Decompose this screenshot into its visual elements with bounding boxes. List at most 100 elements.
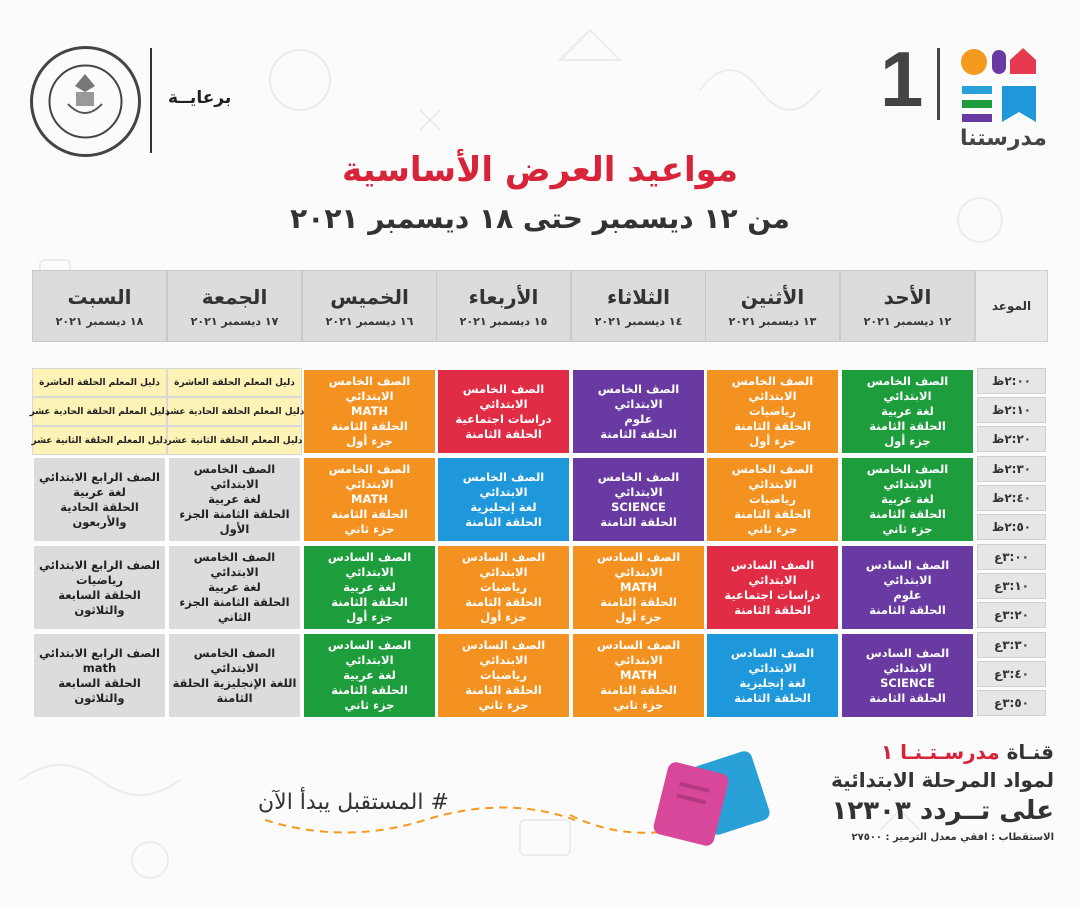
program-line: الصف السادس الابتدائي: [865, 557, 950, 587]
program-line: الحلقة الثامنة: [465, 683, 542, 697]
program-line: الحلقة السابعة والثلاثون: [58, 675, 141, 705]
program-line: الصف السادس الابتدائي: [461, 638, 546, 667]
teacher-guide-cell: دليل المعلم الحلقة العاشرة: [32, 368, 167, 397]
program-cell: الصف الخامس الابتدائي MATH الحلقة الثامنة ج…: [302, 368, 437, 455]
time-slot: ٢:٤٠ظ: [977, 485, 1046, 511]
program-line: الصف السادس الابتدائي: [730, 557, 815, 587]
program-line: MATH: [620, 580, 657, 594]
dashed-path: [265, 806, 575, 834]
program-line: الحلقة الثامنة: [869, 690, 946, 705]
program-cell: الصف الخامس الابتدائي لغة عربية الحلقة الث…: [167, 456, 302, 543]
program-line: الحلقة الثامنة: [734, 419, 811, 433]
day-date: ١٦ ديسمبر ٢٠٢١: [325, 315, 414, 328]
program-line: الصف الخامس الابتدائي: [731, 462, 814, 491]
program-cell: الصف الخامس الابتدائي رياضيات الحلقة الثام…: [705, 368, 840, 455]
time-slot: ٢:١٠ظ: [977, 397, 1046, 423]
program-cell: الصف السادس الابتدائي لغة عربية الحلقة الث…: [302, 632, 437, 719]
program-cell: الصف الرابع الابتدائي لغة عربية الحلقة الح…: [32, 456, 167, 543]
program-line: اللغة الإنجليزية الحلقة: [172, 675, 297, 690]
program-line: الحلقة الثامنة: [331, 595, 408, 609]
program-line: جزء ثاني: [344, 698, 395, 712]
program-line: الحلقة الثامنة: [600, 426, 677, 441]
program-line: الصف الخامس الابتدائي: [193, 462, 276, 491]
time-slot: ٢:٢٠ظ: [977, 426, 1046, 452]
ministry-logo: [28, 44, 143, 159]
program-cell: الصف الخامس الابتدائي لغة عربية الحلقة الث…: [840, 456, 975, 543]
program-cell: الصف الخامس الابتدائي لغة عربية الحلقة الث…: [840, 368, 975, 455]
program-line: جزء أول: [615, 610, 662, 624]
program-cell: الصف الخامس الابتدائي لغة عربية الحلقة الث…: [167, 544, 302, 631]
time-slot: ٣:٤٠ع: [977, 661, 1046, 687]
brand-icon: [961, 48, 1036, 122]
program-cell: الصف السادس الابتدائي دراسات اجتماعية الحل…: [705, 544, 840, 631]
program-cell: الصف السادس الابتدائي رياضيات الحلقة الثام…: [436, 544, 571, 631]
day-name: الأحد: [883, 285, 932, 309]
program-line: الحلقة الثامنة الجزء: [179, 595, 290, 609]
program-line: الصف الخامس الابتدائي: [462, 381, 545, 411]
program-line: الحلقة الثامنة: [465, 595, 542, 609]
program-line: الحلقة الثامنة: [600, 683, 677, 697]
time-slot: ٣:٠٠ع: [977, 544, 1046, 570]
time-slot: ٣:٥٠ع: [977, 690, 1046, 716]
program-line: الحلقة الثامنة: [869, 602, 946, 617]
program-line: جزء ثاني: [613, 698, 664, 712]
channel-encoding: الاستقطاب : افقي معدل الترميز : ٢٧٥٠٠: [851, 832, 1054, 843]
program-line: الصف الخامس الابتدائي: [866, 374, 949, 403]
day-name: السبت: [67, 285, 132, 309]
channel-info: قنـاة مدرسـتـنـا ١ لمواد المرحلة الابتدا…: [831, 740, 1054, 843]
program-line: SCIENCE: [880, 675, 935, 690]
program-line: الحلقة الثامنة: [734, 690, 811, 705]
program-line: جزء أول: [346, 610, 393, 624]
program-line: دراسات اجتماعية: [455, 411, 552, 426]
program-line: الصف السادس الابتدائي: [865, 645, 950, 675]
time-slot: ٣:٣٠ع: [977, 632, 1046, 658]
brand-number: 1: [880, 35, 924, 123]
program-line: الصف الخامس الابتدائي: [328, 374, 411, 403]
program-line: الصف الخامس الابتدائي: [328, 462, 411, 491]
day-header: الثلاثاء ١٤ ديسمبر ٢٠٢١: [571, 270, 706, 342]
program-line: رياضيات: [480, 580, 527, 594]
program-line: MATH: [620, 668, 657, 682]
program-line: MATH: [351, 492, 388, 506]
program-line: رياضيات: [749, 404, 796, 418]
program-cell: الصف الخامس الابتدائي دراسات اجتماعية الحل…: [436, 368, 571, 455]
program-line: الحلقة الثامنة: [734, 507, 811, 521]
program-cell: الصف الخامس الابتدائي اللغة الإنجليزية ال…: [167, 632, 302, 719]
program-line: الحلقة الثامنة: [869, 507, 946, 521]
program-line: رياضيات: [749, 492, 796, 506]
day-name: الأربعاء: [468, 285, 539, 309]
day-date: ١٧ ديسمبر ٢٠٢١: [190, 315, 279, 328]
day-date: ١٨ ديسمبر ٢٠٢١: [55, 315, 144, 328]
sponsor-label: برعايــة: [168, 88, 232, 108]
program-line: الصف الخامس الابتدائي: [866, 462, 949, 491]
program-line: لغة إنجليزية: [739, 675, 806, 690]
program-line: الصف السادس الابتدائي: [461, 550, 546, 579]
program-cell: الصف الخامس الابتدائي رياضيات الحلقة الثام…: [705, 456, 840, 543]
program-line: الثامنة: [216, 690, 253, 705]
program-line: الحلقة الثامنة: [331, 683, 408, 697]
program-line: الصف الخامس الابتدائي: [731, 374, 814, 403]
program-line: رياضيات: [480, 668, 527, 682]
day-date: ١٤ ديسمبر ٢٠٢١: [594, 315, 683, 328]
time-slot: ٢:٠٠ظ: [977, 368, 1046, 394]
program-line: الصف الخامس الابتدائي: [597, 381, 680, 411]
program-cell: الصف الخامس الابتدائي لغة إنجليزية الحلقة …: [436, 456, 571, 543]
time-slot: ٢:٥٠ظ: [977, 514, 1046, 540]
time-slot: ٣:١٠ع: [977, 573, 1046, 599]
hashtag: # المستقبل يبدأ الآن: [258, 790, 449, 815]
program-cell: الصف السادس الابتدائي لغة إنجليزية الحلقة …: [705, 632, 840, 719]
program-line: الأول: [219, 522, 250, 536]
day-name: الأثنين: [740, 285, 805, 309]
program-line: SCIENCE: [611, 499, 666, 514]
program-line: الحلقة الثامنة: [331, 507, 408, 521]
program-cell: الصف السادس الابتدائي SCIENCE الحلقة الثام…: [840, 632, 975, 719]
teacher-guide-cell: دليل المعلم الحلقة الثانية عشر: [31, 426, 168, 455]
program-line: لغة عربية: [343, 580, 396, 594]
program-cell: الصف الرابع الابتدائي math الحلقة السابعة …: [32, 632, 167, 719]
day-name: الثلاثاء: [607, 285, 670, 309]
program-line: جزء ثاني: [478, 698, 529, 712]
channel-name: مدرسـتـنـا ١: [880, 740, 1000, 764]
program-cell: الصف الرابع الابتدائي رياضيات الحلقة الساب…: [32, 544, 167, 631]
program-cell: الصف الخامس الابتدائي علوم الحلقة الثامنة: [571, 368, 706, 455]
day-date: ١٢ ديسمبر ٢٠٢١: [863, 315, 952, 328]
